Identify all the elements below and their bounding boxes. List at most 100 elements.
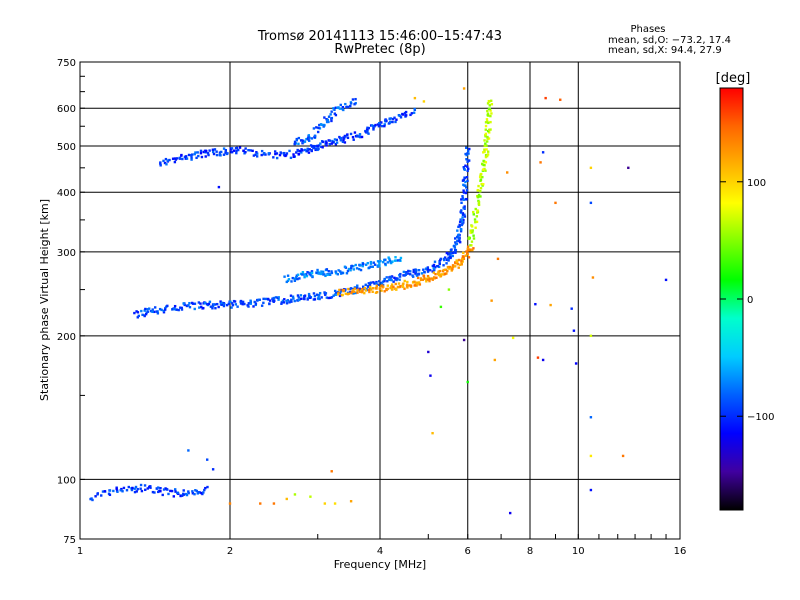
trace-point xyxy=(317,126,320,130)
trace-point xyxy=(399,256,403,260)
trace-point xyxy=(275,156,279,160)
trace-point xyxy=(193,302,197,305)
trace-point xyxy=(200,305,203,309)
trace-point xyxy=(485,148,488,151)
trace-point xyxy=(448,252,451,255)
trace-point xyxy=(418,283,422,286)
trace-point xyxy=(437,265,441,269)
trace-point xyxy=(426,278,430,281)
trace-point xyxy=(169,489,172,493)
trace-point xyxy=(229,300,232,303)
trace-point xyxy=(299,139,303,142)
trace-point xyxy=(385,119,388,122)
trace-point xyxy=(223,303,226,306)
trace-point xyxy=(411,275,415,278)
trace-point xyxy=(185,493,189,497)
trace-point xyxy=(220,150,223,154)
trace-point xyxy=(341,293,344,297)
scatter-point xyxy=(541,358,545,362)
scatter-point xyxy=(333,502,337,505)
trace-point xyxy=(412,268,415,272)
trace-point xyxy=(234,303,238,306)
trace-point xyxy=(262,297,265,301)
trace-point xyxy=(100,494,103,497)
trace-point xyxy=(283,298,286,301)
trace-point xyxy=(339,270,342,273)
trace-point xyxy=(328,142,331,146)
trace-point xyxy=(322,273,325,276)
trace-point xyxy=(471,229,474,232)
trace-point xyxy=(433,268,436,272)
trace-point xyxy=(277,296,280,299)
trace-point xyxy=(328,139,332,142)
trace-point xyxy=(380,282,383,286)
trace-point xyxy=(397,285,400,289)
trace-point xyxy=(292,155,295,158)
trace-point xyxy=(476,194,479,198)
trace-point xyxy=(460,209,463,212)
trace-point xyxy=(314,147,318,151)
trace-point xyxy=(319,145,323,148)
trace-point xyxy=(174,488,177,491)
trace-point xyxy=(163,161,167,165)
trace-point xyxy=(454,241,457,244)
trace-point xyxy=(414,268,417,271)
trace-point xyxy=(474,207,477,211)
trace-point xyxy=(329,296,332,300)
trace-point xyxy=(280,301,284,304)
trace-point xyxy=(178,156,182,160)
trace-point xyxy=(318,127,322,130)
trace-point xyxy=(386,287,389,291)
trace-point xyxy=(190,158,193,161)
trace-point xyxy=(299,294,303,297)
trace-point xyxy=(342,136,345,139)
trace-point xyxy=(281,299,285,302)
trace-point xyxy=(308,148,311,151)
trace-point xyxy=(254,303,257,307)
trace-point xyxy=(367,288,371,292)
trace-point xyxy=(453,246,457,249)
trace-point xyxy=(378,124,381,127)
scatter-point xyxy=(511,336,515,340)
trace-point xyxy=(306,147,309,151)
trace-point xyxy=(383,123,386,126)
trace-point xyxy=(350,290,354,293)
trace-point xyxy=(464,152,467,156)
trace-point xyxy=(320,270,323,273)
trace-point xyxy=(462,166,465,169)
trace-point xyxy=(423,271,426,274)
trace-point xyxy=(461,216,464,219)
trace-point xyxy=(459,210,462,213)
trace-point xyxy=(372,261,375,264)
trace-point xyxy=(457,236,460,240)
trace-point xyxy=(489,99,493,102)
trace-point xyxy=(339,103,342,107)
trace-point xyxy=(347,287,350,291)
trace-point xyxy=(201,307,204,310)
trace-point xyxy=(397,282,401,285)
trace-point xyxy=(303,295,306,298)
trace-point xyxy=(148,485,151,489)
trace-point xyxy=(323,291,326,294)
trace-point xyxy=(307,134,311,137)
trace-point xyxy=(391,120,394,124)
trace-point xyxy=(489,128,492,131)
trace-point xyxy=(460,223,464,227)
trace-point xyxy=(465,250,468,253)
trace-point xyxy=(420,272,424,275)
trace-point xyxy=(487,131,491,134)
trace-point xyxy=(221,301,224,305)
trace-point xyxy=(149,486,152,489)
trace-point xyxy=(296,294,300,297)
trace-point xyxy=(159,164,162,167)
trace-point xyxy=(310,270,314,273)
trace-point xyxy=(423,277,426,280)
trace-point xyxy=(328,273,332,277)
trace-point xyxy=(241,302,244,306)
trace-point xyxy=(458,220,462,224)
scatter-point xyxy=(627,166,630,170)
trace-point xyxy=(136,316,139,319)
trace-point xyxy=(415,284,418,287)
trace-point xyxy=(419,278,423,282)
trace-point xyxy=(324,274,327,278)
